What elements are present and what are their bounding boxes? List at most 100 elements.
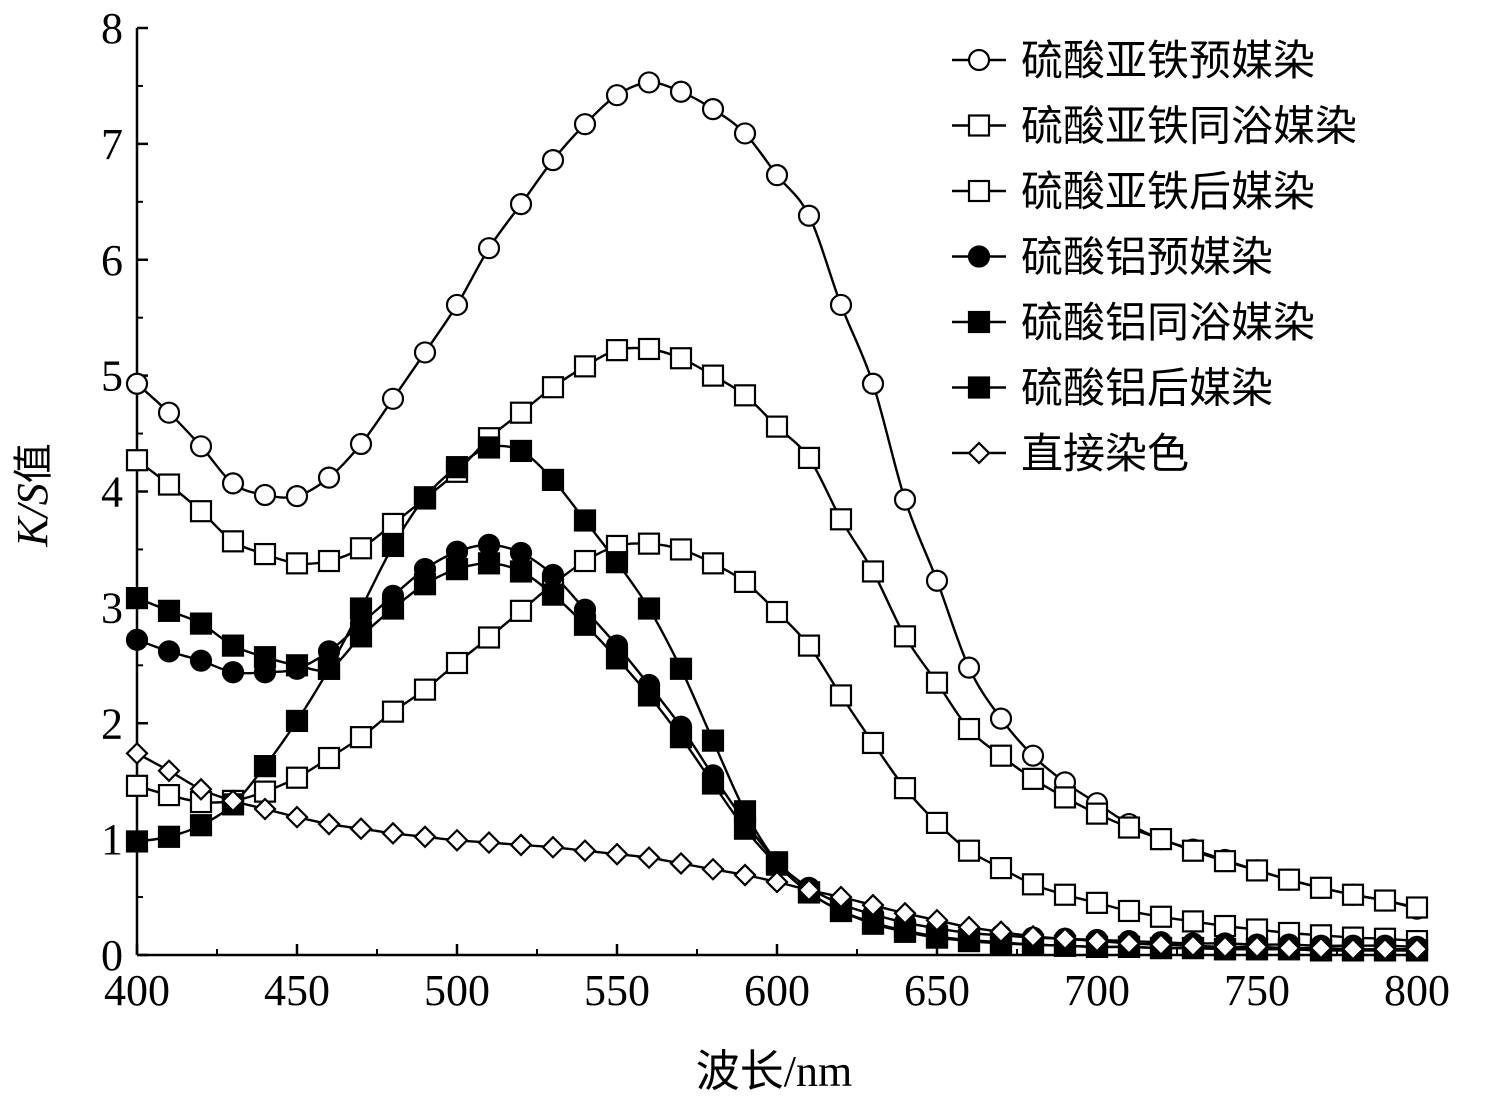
data-point <box>637 684 661 707</box>
data-point <box>445 828 469 852</box>
data-point <box>477 626 501 649</box>
data-point <box>1405 896 1429 919</box>
data-point <box>189 500 213 523</box>
data-point <box>477 533 501 556</box>
data-point <box>829 684 853 707</box>
data-point <box>893 777 917 800</box>
x-axis-label: 波长/nm <box>696 1047 852 1096</box>
data-point <box>701 857 725 881</box>
data-point <box>317 549 341 573</box>
series-markers-4 <box>125 533 1429 958</box>
data-point <box>989 744 1013 767</box>
y-tick-label: 4 <box>101 468 123 517</box>
data-point <box>1117 816 1141 839</box>
legend-item: 硫酸铝后媒染 <box>952 364 1273 413</box>
legend-marker <box>967 441 991 465</box>
legend-label: 硫酸铝后媒染 <box>1021 364 1273 413</box>
data-point <box>381 821 405 845</box>
data-point <box>285 654 309 677</box>
data-point <box>797 634 821 657</box>
data-point <box>541 468 565 492</box>
data-point <box>221 634 245 657</box>
data-point <box>157 783 181 807</box>
x-tick-label: 650 <box>904 966 970 1015</box>
data-point <box>349 432 373 456</box>
data-point <box>157 401 181 424</box>
data-point <box>189 435 213 458</box>
legend-label: 直接染色 <box>1021 429 1189 478</box>
data-point <box>285 766 309 789</box>
data-point <box>733 863 757 887</box>
data-point <box>253 797 277 821</box>
data-point <box>1053 883 1077 906</box>
data-point <box>1341 937 1365 961</box>
data-point <box>1021 873 1045 896</box>
data-point <box>605 339 629 362</box>
y-tick-label: 6 <box>101 236 123 285</box>
data-point <box>477 436 501 459</box>
data-point <box>1117 899 1141 923</box>
data-point <box>1021 924 1045 949</box>
data-point <box>445 293 469 317</box>
data-point <box>349 625 373 648</box>
data-point <box>1117 931 1141 955</box>
data-point <box>381 512 405 536</box>
data-point <box>1085 802 1109 825</box>
data-point <box>381 387 405 410</box>
x-tick-label: 500 <box>424 966 490 1015</box>
data-point <box>157 759 181 783</box>
data-point <box>861 731 885 755</box>
data-point <box>637 846 661 870</box>
data-point <box>125 628 149 651</box>
data-point <box>317 812 341 836</box>
data-point <box>637 71 661 94</box>
data-point <box>573 549 597 573</box>
data-point <box>669 657 693 680</box>
data-point <box>349 537 373 560</box>
data-point <box>381 597 405 620</box>
legend-label: 硫酸亚铁后媒染 <box>1021 167 1315 216</box>
x-tick-label: 550 <box>584 966 650 1015</box>
data-point <box>317 746 341 770</box>
data-point <box>925 671 949 694</box>
legend-marker <box>967 310 991 334</box>
y-tick-label: 0 <box>101 931 123 980</box>
data-point <box>701 98 725 121</box>
data-point <box>1277 936 1301 960</box>
data-point <box>125 741 149 765</box>
data-point <box>413 678 437 701</box>
x-tick-label: 400 <box>104 966 170 1015</box>
data-point <box>861 372 885 395</box>
data-point <box>157 825 181 848</box>
data-point <box>413 341 437 364</box>
data-point <box>1341 883 1365 906</box>
data-point <box>669 538 693 561</box>
data-point <box>861 560 885 583</box>
data-point <box>765 870 789 894</box>
data-point <box>221 789 245 813</box>
legend-marker <box>967 245 991 268</box>
data-point <box>1373 889 1397 912</box>
data-point <box>349 726 373 749</box>
data-point <box>477 552 501 575</box>
data-point <box>573 113 597 136</box>
data-point <box>765 415 789 438</box>
data-point <box>189 814 213 837</box>
legend-label: 硫酸亚铁预媒染 <box>1021 36 1315 85</box>
legend-marker <box>967 179 991 203</box>
data-point <box>605 842 629 866</box>
data-point <box>1085 891 1109 914</box>
data-point <box>221 530 245 553</box>
data-point <box>605 551 629 574</box>
data-point <box>285 485 309 508</box>
y-axis-label: K/S值 <box>8 443 57 548</box>
data-point <box>157 599 181 622</box>
data-point <box>189 777 213 801</box>
y-tick-label: 1 <box>101 815 123 864</box>
y-tick-label: 5 <box>101 352 123 401</box>
data-point <box>1181 839 1205 862</box>
data-point <box>733 122 757 145</box>
data-point <box>1277 868 1301 891</box>
data-point <box>477 237 501 260</box>
data-point <box>669 851 693 876</box>
